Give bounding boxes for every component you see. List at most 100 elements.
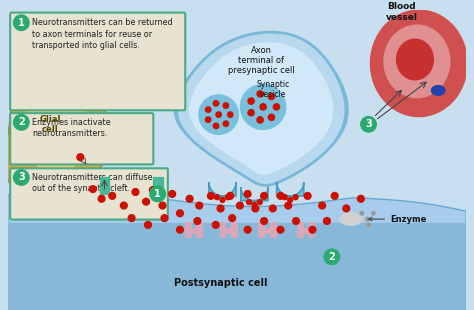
Circle shape: [159, 202, 166, 209]
Text: Neurotransmitters can diffuse
out of the synaptic cleft.: Neurotransmitters can diffuse out of the…: [32, 173, 153, 193]
Circle shape: [149, 187, 156, 193]
Bar: [185, 222, 191, 237]
Circle shape: [248, 109, 254, 116]
FancyBboxPatch shape: [10, 168, 168, 219]
Circle shape: [261, 193, 267, 199]
Circle shape: [257, 91, 263, 97]
Circle shape: [285, 202, 292, 209]
Circle shape: [244, 226, 251, 233]
Bar: [219, 222, 226, 237]
Circle shape: [14, 170, 29, 185]
Circle shape: [226, 195, 230, 200]
Ellipse shape: [431, 86, 445, 95]
FancyBboxPatch shape: [10, 113, 153, 164]
Text: Postsynaptic cell: Postsynaptic cell: [174, 278, 267, 288]
Circle shape: [223, 103, 228, 108]
Text: Glial
cell: Glial cell: [39, 115, 61, 134]
Circle shape: [331, 193, 338, 199]
Circle shape: [196, 202, 203, 209]
Bar: [309, 222, 314, 237]
Polygon shape: [241, 187, 268, 201]
Circle shape: [252, 202, 257, 207]
Circle shape: [292, 218, 300, 224]
Circle shape: [257, 200, 262, 205]
Text: Enzymes inactivate
neurotransmitters.: Enzymes inactivate neurotransmitters.: [32, 117, 110, 138]
Circle shape: [241, 85, 285, 129]
Circle shape: [217, 205, 224, 212]
Circle shape: [120, 202, 127, 209]
Circle shape: [366, 217, 369, 221]
Polygon shape: [4, 67, 115, 201]
Bar: [100, 176, 109, 194]
Circle shape: [324, 218, 330, 224]
Circle shape: [143, 198, 149, 205]
Circle shape: [244, 191, 251, 197]
Bar: [153, 176, 163, 194]
Circle shape: [237, 202, 243, 209]
Polygon shape: [8, 191, 466, 310]
Circle shape: [273, 104, 280, 110]
Circle shape: [248, 98, 254, 104]
Circle shape: [372, 211, 375, 215]
Circle shape: [199, 95, 238, 134]
Circle shape: [77, 154, 84, 161]
Bar: [231, 222, 237, 237]
Circle shape: [268, 114, 274, 120]
Circle shape: [257, 117, 263, 123]
Circle shape: [215, 195, 219, 200]
Circle shape: [269, 205, 276, 212]
Circle shape: [169, 191, 175, 197]
Circle shape: [223, 121, 228, 126]
Circle shape: [213, 123, 219, 129]
Text: 1: 1: [155, 189, 161, 199]
Circle shape: [277, 193, 284, 199]
Text: 1: 1: [18, 18, 25, 28]
FancyBboxPatch shape: [10, 13, 185, 110]
Polygon shape: [22, 89, 90, 174]
Circle shape: [252, 205, 259, 212]
Circle shape: [228, 112, 233, 117]
Circle shape: [213, 101, 219, 106]
Circle shape: [14, 115, 29, 130]
Circle shape: [176, 226, 183, 233]
Circle shape: [186, 195, 193, 202]
Circle shape: [277, 226, 284, 233]
Polygon shape: [277, 182, 304, 196]
Circle shape: [145, 222, 151, 228]
Circle shape: [227, 193, 234, 199]
Text: Synaptic
vesicle: Synaptic vesicle: [256, 80, 290, 99]
Circle shape: [246, 200, 251, 205]
Circle shape: [205, 107, 211, 112]
Circle shape: [357, 195, 364, 202]
Ellipse shape: [397, 39, 433, 80]
Circle shape: [283, 195, 287, 200]
Circle shape: [288, 197, 292, 202]
Circle shape: [268, 93, 274, 100]
Circle shape: [229, 215, 236, 222]
Circle shape: [90, 186, 96, 193]
Circle shape: [14, 15, 29, 30]
Circle shape: [98, 195, 105, 202]
Bar: [196, 222, 202, 237]
Text: Blood
vessel: Blood vessel: [385, 2, 418, 22]
Polygon shape: [209, 182, 236, 196]
Circle shape: [208, 193, 214, 199]
Text: 2: 2: [328, 252, 335, 262]
Polygon shape: [176, 32, 346, 185]
Bar: [297, 228, 314, 232]
Ellipse shape: [384, 25, 450, 98]
Bar: [258, 228, 276, 232]
Circle shape: [161, 215, 168, 222]
Ellipse shape: [371, 10, 467, 117]
Circle shape: [260, 104, 266, 110]
Circle shape: [212, 222, 219, 228]
Circle shape: [176, 210, 183, 217]
Circle shape: [216, 112, 221, 117]
Circle shape: [324, 249, 339, 264]
Circle shape: [361, 117, 376, 132]
Bar: [219, 228, 237, 232]
Circle shape: [293, 195, 298, 200]
Text: 3: 3: [365, 119, 372, 129]
Text: 3: 3: [18, 172, 25, 183]
Circle shape: [343, 205, 350, 212]
